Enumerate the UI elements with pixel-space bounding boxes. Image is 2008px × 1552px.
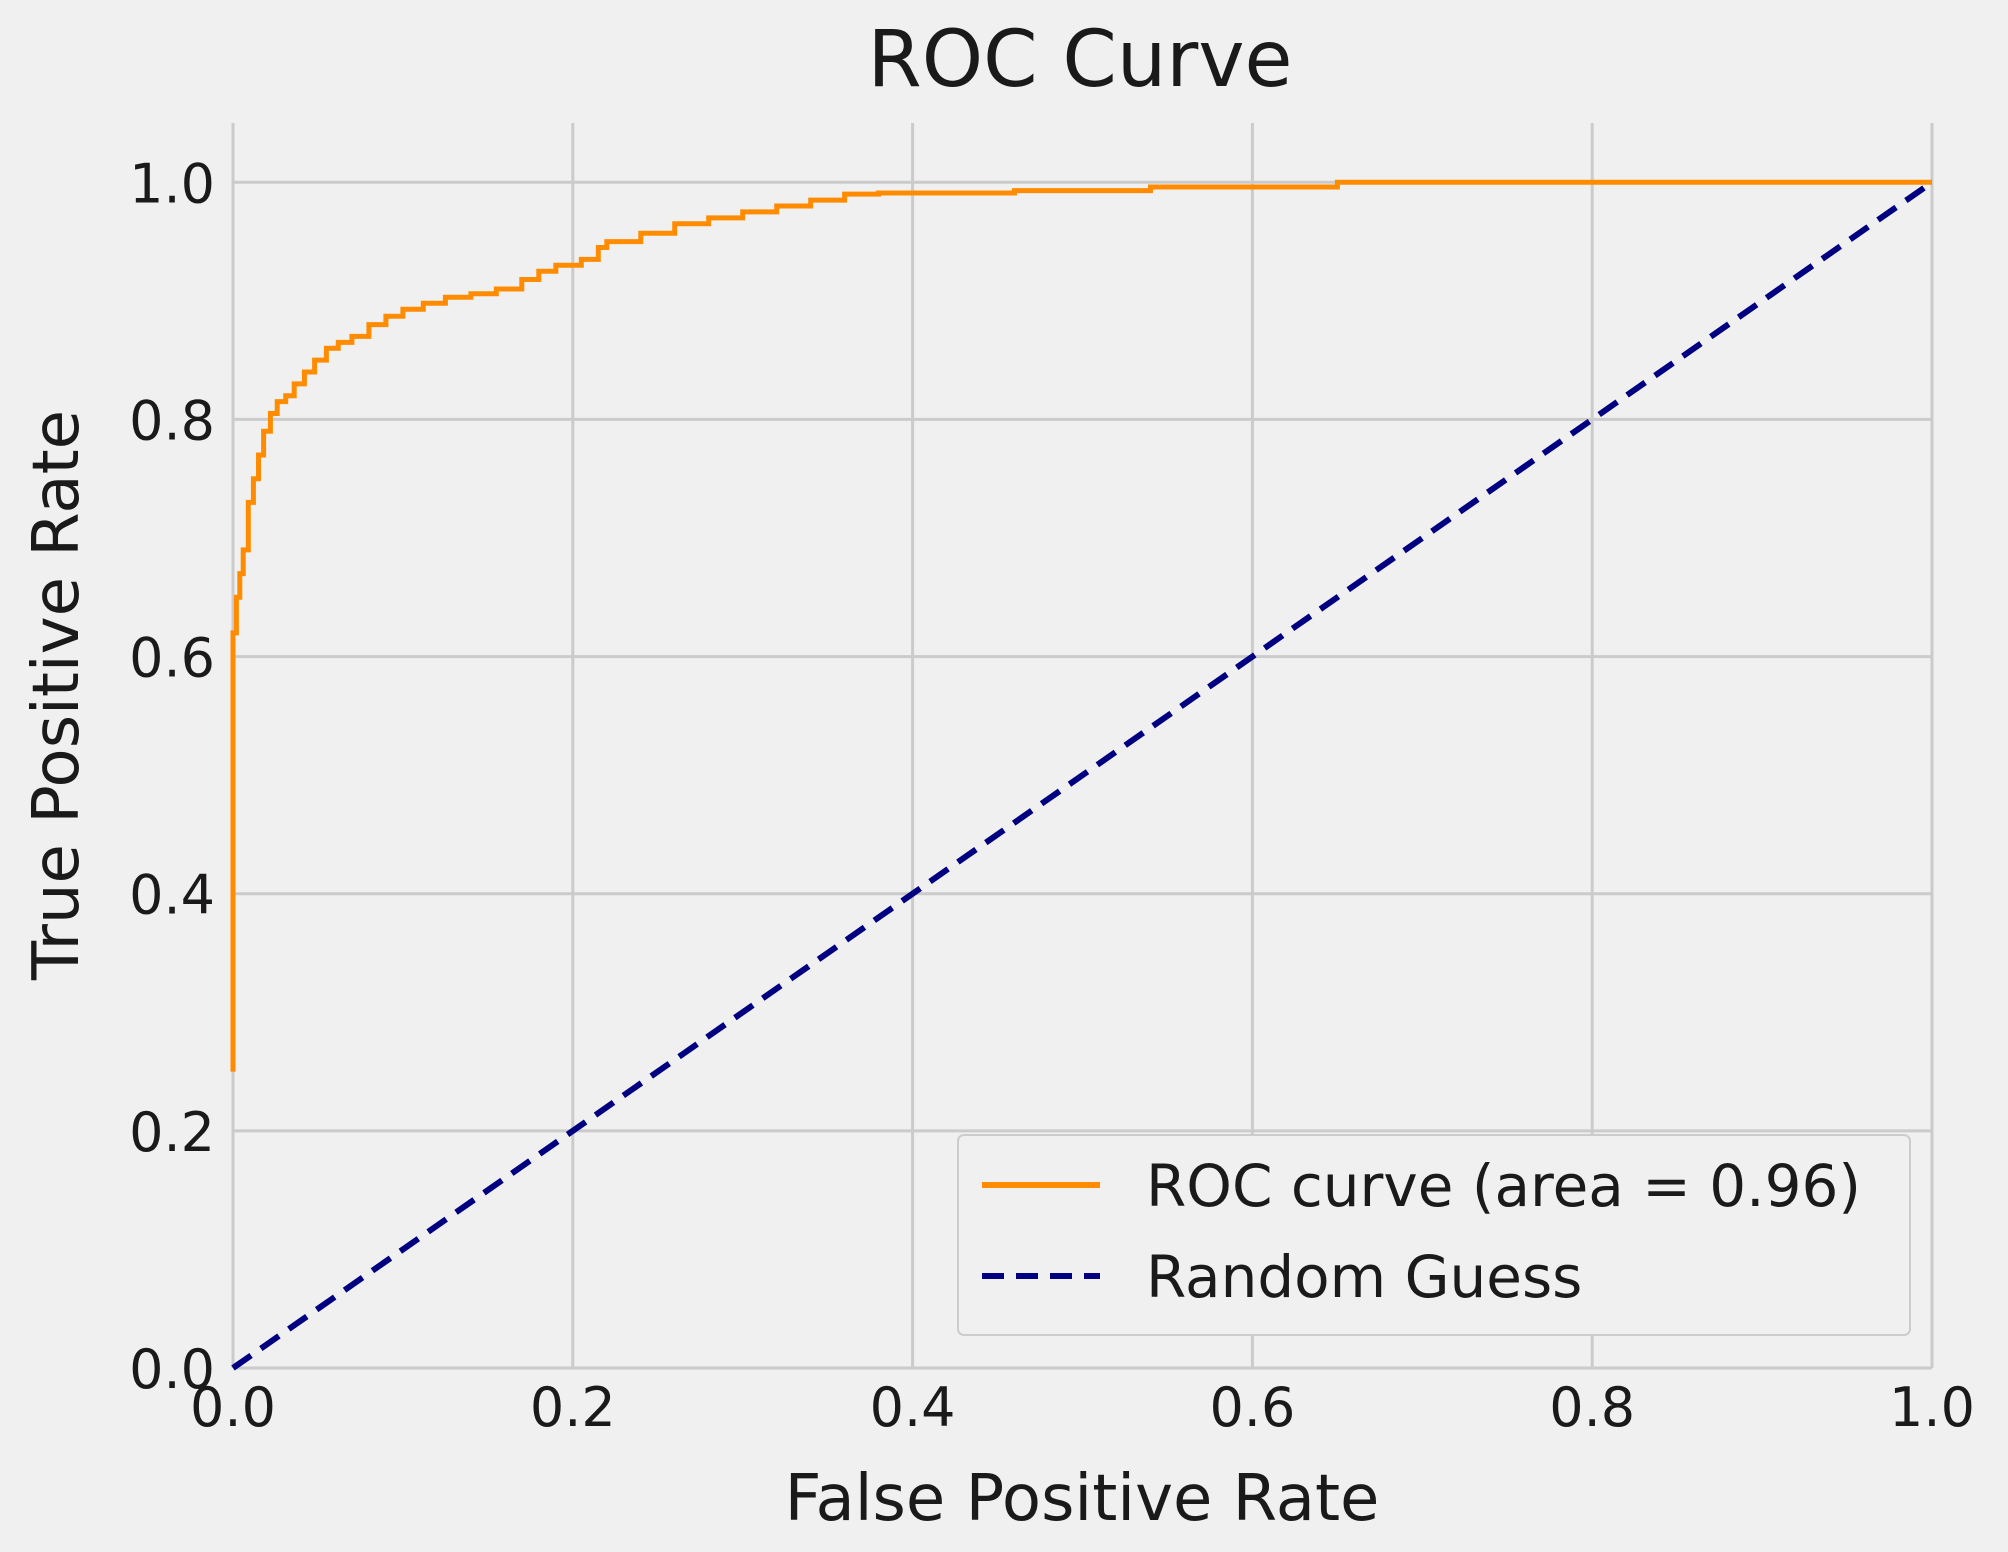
roc-curve-line <box>230 179 1932 1072</box>
y-tick-label: 1.0 <box>129 152 215 215</box>
y-axis-label: True Positive Rate <box>20 410 94 981</box>
x-tick-label: 0.8 <box>1549 1376 1635 1439</box>
series-layer <box>230 179 1934 1371</box>
chart-title: ROC Curve <box>868 15 1293 105</box>
y-tick-label: 0.4 <box>129 864 215 927</box>
grid <box>231 123 1934 1370</box>
x-axis-label: False Positive Rate <box>785 1462 1380 1536</box>
legend-box <box>957 1134 1911 1336</box>
legend-random-label: Random Guess <box>1146 1243 1582 1311</box>
random-guess-line <box>231 179 1934 1371</box>
y-tick-label: 0.2 <box>129 1101 215 1164</box>
legend-roc-label: ROC curve (area = 0.96) <box>1146 1152 1861 1220</box>
y-tick-label: 0.8 <box>129 389 215 452</box>
x-tick-label: 0.0 <box>190 1376 276 1439</box>
y-tick-label: 0.6 <box>129 627 215 690</box>
tick-labels: 0.0 0.2 0.4 0.6 0.8 1.0 0.0 0.2 0.4 0.6 0.8 1.0 <box>129 152 1975 1439</box>
legend: ROC curve (area = 0.96) Random Guess <box>957 1134 1911 1336</box>
x-tick-label: 0.4 <box>870 1376 956 1439</box>
y-tick-label: 0.0 <box>129 1338 215 1401</box>
x-tick-label: 0.2 <box>530 1376 616 1439</box>
x-tick-label: 0.6 <box>1209 1376 1295 1439</box>
x-tick-label: 1.0 <box>1889 1376 1975 1439</box>
